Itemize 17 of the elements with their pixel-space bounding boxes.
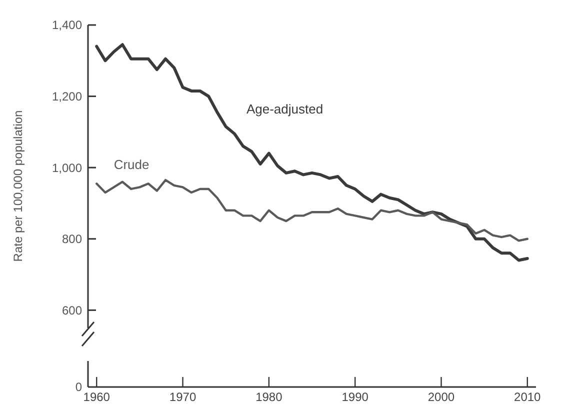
y-tick-label: 1,400 bbox=[52, 18, 82, 32]
x-tick-label: 2000 bbox=[428, 390, 455, 404]
x-tick-label: 1960 bbox=[83, 390, 110, 404]
line-series bbox=[95, 43, 529, 262]
x-tick-label: 1970 bbox=[169, 390, 196, 404]
series-label: Age-adjusted bbox=[246, 102, 324, 117]
x-tick-label: 1980 bbox=[256, 390, 283, 404]
y-tick-label: 1,200 bbox=[52, 89, 82, 104]
text: 0 bbox=[75, 380, 82, 394]
y-axis-title: Rate per 100,000 population bbox=[11, 110, 25, 262]
line-series bbox=[96, 178, 528, 242]
series-label: Crude bbox=[114, 157, 150, 172]
x-tick-label: 2010 bbox=[514, 390, 542, 404]
x-tick-label: 1990 bbox=[342, 390, 369, 404]
y-tick-label: 600 bbox=[62, 303, 82, 318]
y-tick-label: 800 bbox=[62, 232, 82, 246]
y-tick-label: 1,000 bbox=[52, 160, 82, 175]
